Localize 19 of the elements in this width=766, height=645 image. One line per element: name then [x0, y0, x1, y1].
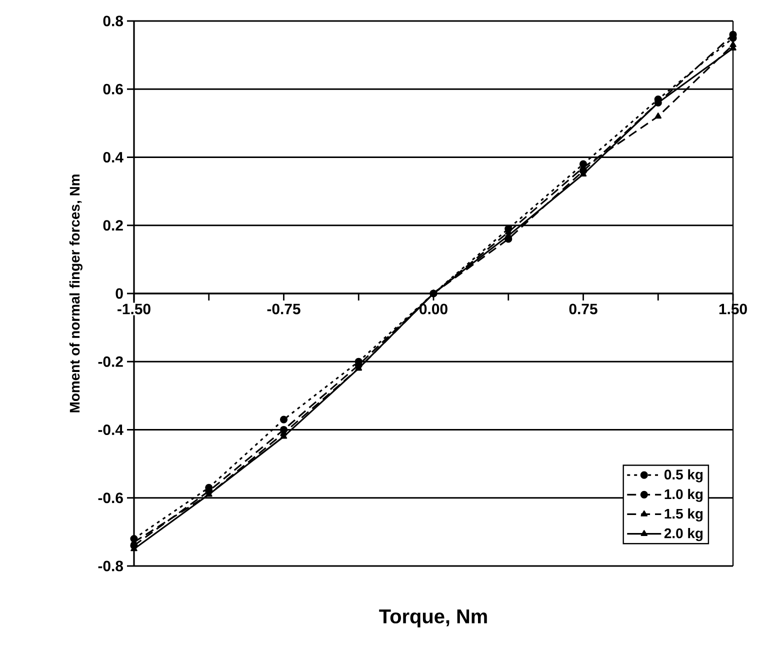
legend-label: 2.0 kg — [664, 528, 703, 542]
legend-label: 0.5 kg — [664, 469, 703, 482]
y-tick-label: -0.4 — [98, 424, 124, 436]
x-tick-label: 0.00 — [420, 304, 448, 314]
legend-label: 1.0 kg — [664, 488, 703, 502]
y-tick-label: 0 — [116, 288, 123, 299]
legend-label: 1.5 kg — [664, 508, 703, 522]
x-axis-title: Torque, Nm — [379, 610, 487, 628]
y-tick-label: -0.2 — [98, 356, 123, 367]
y-tick-label: 0.8 — [103, 16, 124, 26]
y-tick-label: 0.2 — [103, 220, 123, 231]
x-tick-label: -0.75 — [267, 304, 300, 314]
x-tick-label: 0.75 — [569, 304, 598, 314]
y-tick-label: -0.6 — [98, 492, 123, 504]
y-tick-label: 0.4 — [103, 152, 124, 163]
y-axis-title: Moment of normal finger forces, Nm — [69, 174, 82, 412]
y-tick-label: -0.8 — [98, 560, 124, 572]
y-tick-label: 0.6 — [103, 84, 123, 94]
x-tick-label: -1.50 — [118, 304, 150, 314]
